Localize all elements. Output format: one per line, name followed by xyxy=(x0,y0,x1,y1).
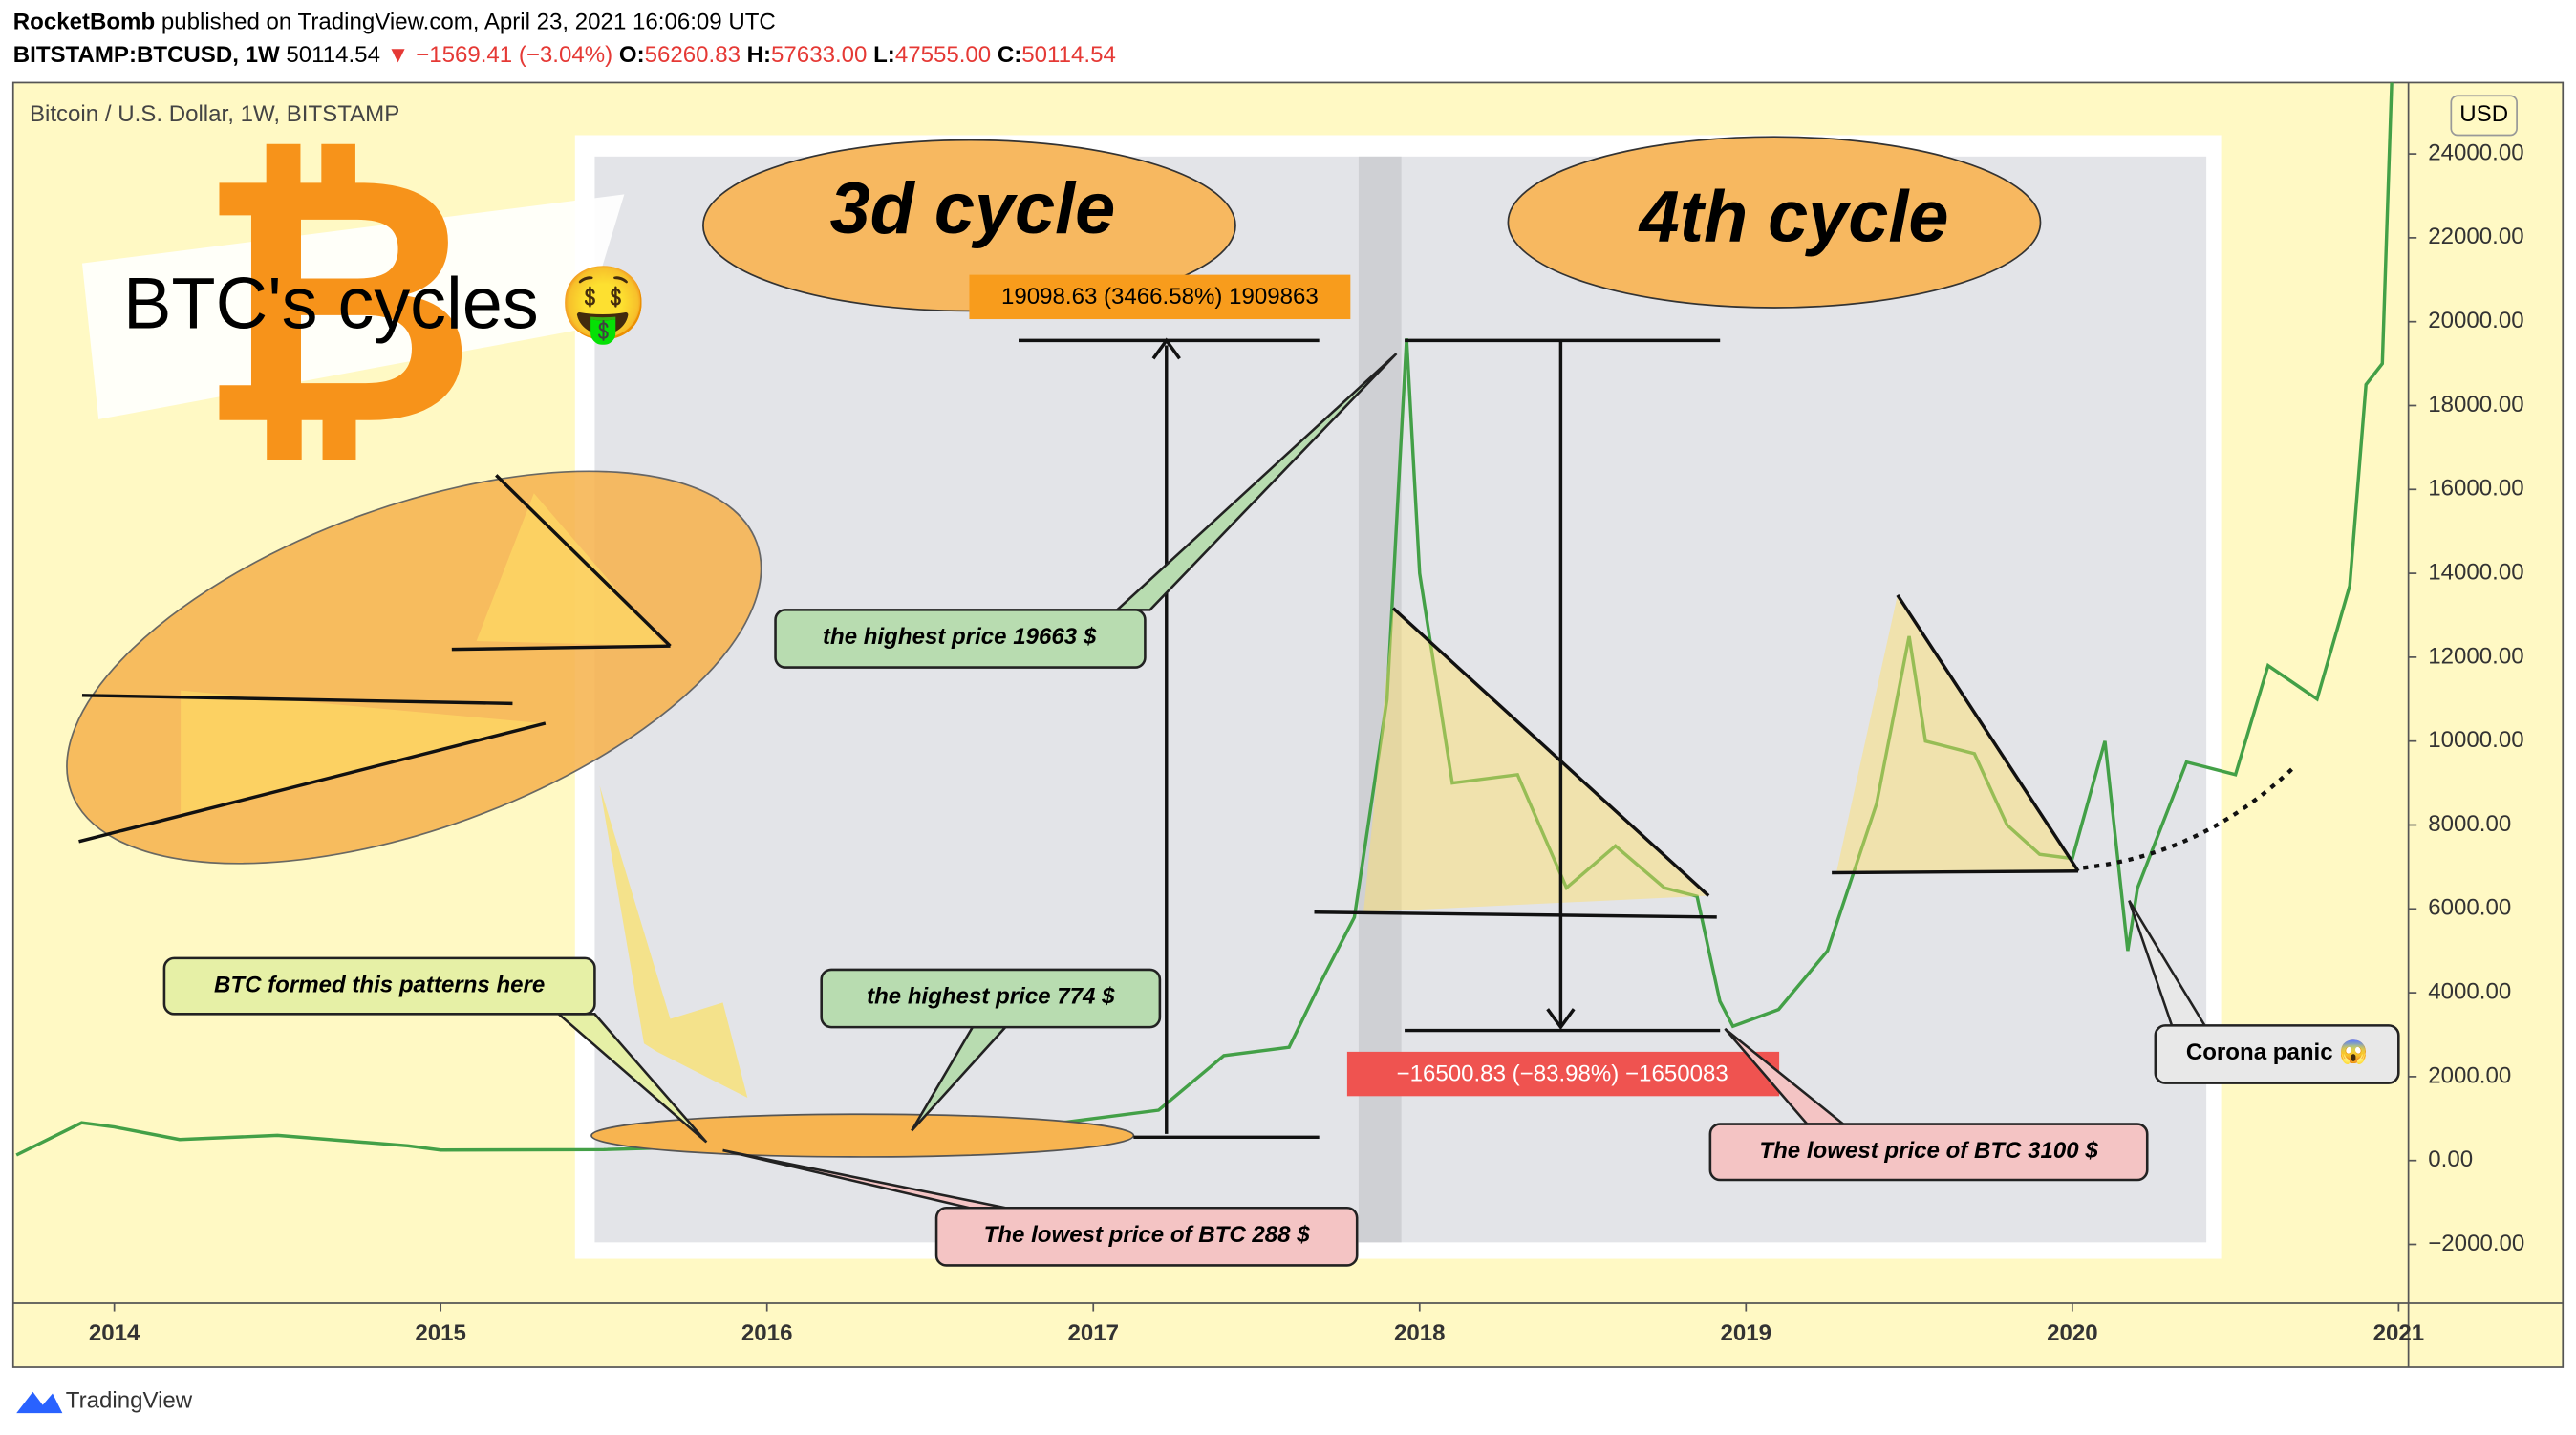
y-tick-label: 22000.00 xyxy=(2428,224,2523,249)
x-tick-label: 2017 xyxy=(1067,1320,1119,1346)
callout-text: Corona panic 😱 xyxy=(2186,1039,2368,1066)
x-tick-label: 2015 xyxy=(415,1320,466,1346)
pattern-triangle xyxy=(476,493,666,647)
trend-lines xyxy=(1019,337,2294,1140)
currency-badge xyxy=(2450,95,2518,137)
footer: TradingView xyxy=(16,1387,193,1413)
callout-text: The lowest price of BTC 3100 $ xyxy=(1759,1138,2098,1164)
y-tick-label: 6000.00 xyxy=(2428,895,2511,921)
x-tick-label: 2020 xyxy=(2047,1320,2098,1346)
y-tick-label: 10000.00 xyxy=(2428,727,2523,753)
measure-box xyxy=(969,274,1351,320)
y-tick-label: 14000.00 xyxy=(2428,559,2523,585)
y-tick-label: 12000.00 xyxy=(2428,643,2523,669)
y-tick-label: 18000.00 xyxy=(2428,392,2523,418)
o-label: O: xyxy=(619,42,645,68)
l: 47555.00 xyxy=(895,42,991,68)
y-tick-label: 24000.00 xyxy=(2428,139,2523,165)
cycle-badge xyxy=(1507,136,2042,309)
measure-label: 19098.63 (3466.58%) 1909863 xyxy=(1001,284,1319,310)
measure-label: −16500.83 (−83.98%) −1650083 xyxy=(1397,1060,1728,1086)
publisher: RocketBomb published on TradingView.com,… xyxy=(13,10,776,35)
symbol-line: BITSTAMP:BTCUSD, 1W 50114.54 ▼ −1569.41 … xyxy=(13,42,1116,68)
y-tick-label: 4000.00 xyxy=(2428,978,2511,1004)
y-tick-label: −2000.00 xyxy=(2428,1231,2524,1256)
pattern-triangle xyxy=(181,690,543,814)
measure-box xyxy=(1346,1051,1780,1097)
y-tick-label: 16000.00 xyxy=(2428,476,2523,502)
published: published on TradingView.com, April 23, … xyxy=(161,10,776,35)
logo xyxy=(16,1391,63,1414)
header: RocketBomb published on TradingView.com,… xyxy=(13,10,1116,68)
cycle-label: 4th cycle xyxy=(1638,178,1949,258)
c: 50114.54 xyxy=(1021,42,1116,68)
callout-text: the highest price 19663 $ xyxy=(823,624,1097,650)
descending-triangle xyxy=(1363,608,1709,912)
descending-triangle xyxy=(1836,594,2079,871)
y-axis-label: USD xyxy=(2459,101,2508,127)
pattern-lines xyxy=(78,474,672,844)
callout-text: The lowest price of BTC 288 $ xyxy=(984,1222,1311,1248)
l-label: L: xyxy=(873,42,895,68)
bitcoin-logo: ₿ xyxy=(196,108,477,494)
cycle-label: 3d cycle xyxy=(830,169,1116,249)
bottom-ellipse xyxy=(590,1113,1135,1158)
callouts xyxy=(162,609,2400,1267)
last: 50114.54 xyxy=(286,42,380,68)
callout-text: the highest price 774 $ xyxy=(867,984,1115,1010)
x-tick-label: 2014 xyxy=(89,1320,140,1346)
y-tick-label: 2000.00 xyxy=(2428,1062,2511,1088)
author: RocketBomb xyxy=(13,10,155,35)
x-tick-label: 2021 xyxy=(2373,1320,2425,1346)
y-tick-label: 0.00 xyxy=(2428,1146,2473,1172)
y-tick-label: 20000.00 xyxy=(2428,308,2523,333)
symbol: BITSTAMP:BTCUSD, 1W xyxy=(13,42,280,68)
change: ▼ −1569.41 (−3.04%) xyxy=(387,42,613,68)
banner xyxy=(81,194,625,419)
x-tick-label: 2018 xyxy=(1394,1320,1446,1346)
h: 57633.00 xyxy=(771,42,867,68)
y-tick-label: 8000.00 xyxy=(2428,811,2511,837)
banner-title: BTC's cycles 🤑 xyxy=(123,265,649,347)
brand[interactable]: TradingView xyxy=(66,1387,193,1413)
h-label: H: xyxy=(747,42,771,68)
chart-title: Bitcoin / U.S. Dollar, 1W, BITSTAMP xyxy=(30,101,399,127)
o: 56260.83 xyxy=(645,42,741,68)
callout-text: BTC formed this patterns here xyxy=(214,972,545,997)
c-label: C: xyxy=(998,42,1021,68)
pointer-arrow xyxy=(599,785,748,1099)
x-tick-label: 2019 xyxy=(1721,1320,1772,1346)
x-tick-label: 2016 xyxy=(741,1320,793,1346)
